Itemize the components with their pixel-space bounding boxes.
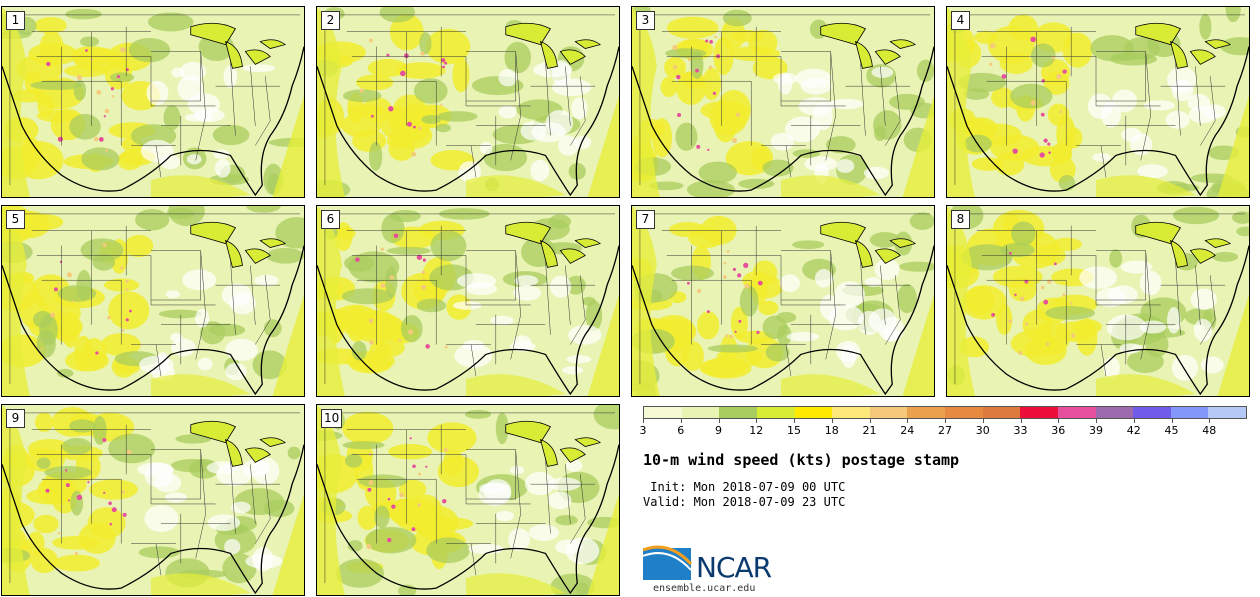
colorbar-tick xyxy=(1020,418,1022,423)
wind-speed-map xyxy=(2,405,304,595)
colorbar-tick xyxy=(1171,418,1173,423)
ncar-logo-icon xyxy=(643,545,693,580)
stamp-member-5: 5 xyxy=(1,205,305,397)
colorbar-tick-label: 27 xyxy=(938,424,952,437)
colorbar-segment xyxy=(832,407,870,418)
stamp-member-10: 10 xyxy=(316,404,620,596)
colorbar-segment xyxy=(681,407,720,418)
colorbar-segment xyxy=(644,407,682,418)
colorbar-tick xyxy=(643,418,644,423)
member-number: 7 xyxy=(636,210,655,229)
wind-speed-map xyxy=(2,206,304,396)
colorbar-tick-label: 3 xyxy=(639,424,647,437)
ncar-logo-text: NCAR xyxy=(696,551,772,584)
colorbar-tick xyxy=(1096,418,1097,423)
stamp-member-7: 7 xyxy=(631,205,935,397)
wind-speed-map xyxy=(317,206,619,396)
colorbar-tick xyxy=(907,418,909,423)
wind-speed-map xyxy=(317,7,619,197)
colorbar-segment xyxy=(719,407,757,418)
colorbar-segment xyxy=(1020,407,1058,418)
stamp-member-3: 3 xyxy=(631,6,935,198)
colorbar-tick xyxy=(945,418,946,423)
stamp-member-6: 6 xyxy=(316,205,620,397)
colorbar-tick-label: 15 xyxy=(787,424,801,437)
colorbar-tick xyxy=(869,418,871,423)
colorbar-tick-label: 33 xyxy=(1013,424,1028,437)
colorbar-tick xyxy=(831,418,833,423)
colorbar-tick-label: 6 xyxy=(677,424,685,437)
member-number: 6 xyxy=(321,210,340,229)
member-number: 3 xyxy=(636,11,655,30)
wind-speed-map xyxy=(632,7,934,197)
wind-speed-map xyxy=(632,206,934,396)
colorbar-tick xyxy=(718,418,720,423)
member-number: 10 xyxy=(321,409,343,428)
member-number: 9 xyxy=(6,409,25,428)
colorbar-tick-label: 36 xyxy=(1051,424,1066,437)
stamp-member-9: 9 xyxy=(1,404,305,596)
colorbar-segment xyxy=(1095,407,1134,418)
colorbar-segment xyxy=(945,407,983,418)
colorbar-tick-label: 18 xyxy=(824,424,839,437)
member-number: 2 xyxy=(321,11,340,30)
wind-speed-map xyxy=(947,206,1249,396)
colorbar-tick xyxy=(756,418,758,423)
valid-time: Valid: Mon 2018-07-09 23 UTC xyxy=(643,495,846,509)
website-link[interactable]: ensemble.ucar.edu xyxy=(653,583,756,594)
wind-speed-map xyxy=(2,7,304,197)
wind-speed-map xyxy=(317,405,619,595)
colorbar-tick-label: 30 xyxy=(975,424,990,437)
colorbar-tick xyxy=(982,418,984,423)
colorbar-segment xyxy=(982,407,1021,418)
wind-speed-map xyxy=(947,7,1249,197)
colorbar-segment xyxy=(1170,407,1209,418)
plot-title: 10-m wind speed (kts) postage stamp xyxy=(643,451,960,469)
colorbar-tick xyxy=(1133,418,1135,423)
colorbar-segment xyxy=(869,407,908,418)
stamp-member-8: 8 xyxy=(946,205,1250,397)
colorbar-tick-label: 42 xyxy=(1126,424,1141,437)
colorbar-tick xyxy=(794,418,795,423)
colorbar-segment xyxy=(1057,407,1096,418)
member-number: 1 xyxy=(6,11,25,30)
colorbar-segment xyxy=(1133,407,1171,418)
colorbar-tick xyxy=(1058,418,1060,423)
colorbar-tick-label: 24 xyxy=(900,424,915,437)
colorbar-tick xyxy=(1209,418,1211,423)
colorbar-tick-label: 45 xyxy=(1164,424,1179,437)
colorbar-tick-label: 39 xyxy=(1089,424,1103,437)
colorbar-segment xyxy=(1208,407,1246,418)
member-number: 5 xyxy=(6,210,25,229)
wind-speed-colorbar xyxy=(643,406,1247,419)
colorbar-tick-label: 9 xyxy=(715,424,722,437)
init-time: Init: Mon 2018-07-09 00 UTC xyxy=(643,480,846,494)
member-number: 4 xyxy=(951,11,970,30)
colorbar-segment xyxy=(756,407,795,418)
colorbar-tick-labels: 3 6 9 12 15 18 21 24 27 30 33 36 39 42 45 48 xyxy=(639,418,1247,438)
colorbar-segment xyxy=(907,407,945,418)
colorbar-segment xyxy=(794,407,833,418)
colorbar-tick-label: 21 xyxy=(862,424,877,437)
stamp-member-1: 1 xyxy=(1,6,305,198)
colorbar-tick xyxy=(680,418,682,423)
stamp-member-4: 4 xyxy=(946,6,1250,198)
member-number: 8 xyxy=(951,210,970,229)
colorbar-tick-label: 12 xyxy=(749,424,764,437)
stamp-member-2: 2 xyxy=(316,6,620,198)
colorbar-tick-label: 48 xyxy=(1202,424,1217,437)
